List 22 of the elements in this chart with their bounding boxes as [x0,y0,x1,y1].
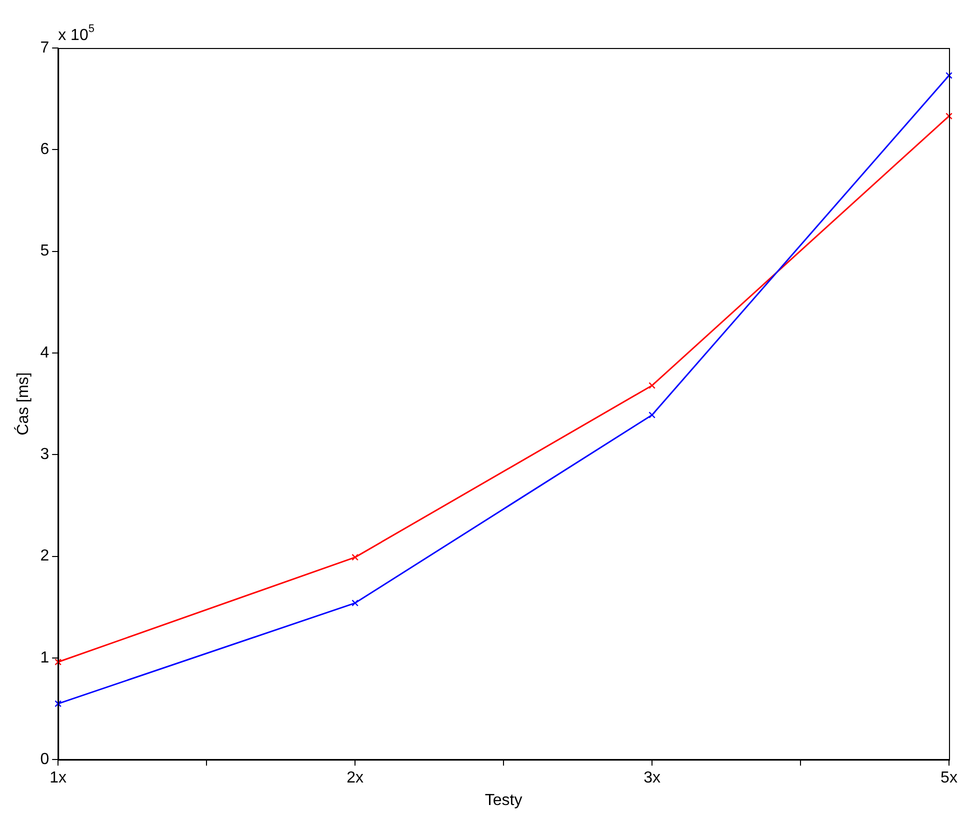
y-tick-label: 0 [40,751,50,768]
x-tick-label: 2x [346,770,364,787]
point [946,72,952,79]
x-axis-title: Testy [484,792,522,809]
point [54,658,62,666]
point [352,600,358,606]
x-tick-label: 5x [940,770,958,787]
y-tick-label: 7 [40,39,50,56]
point [648,412,656,418]
y-tick-label: 5 [40,242,50,260]
y-axis-title: Ćas [ms] [14,372,32,436]
y-tick-label: 6 [40,141,50,158]
y-tick-label: 1 [40,649,50,666]
point [648,382,656,389]
y-tick-label: 2 [40,548,50,565]
x-tick-label: 3x [644,770,660,787]
y-tick-label: 3 [40,446,50,464]
point [54,700,62,708]
x-tick-label: 1x [50,770,67,787]
point [352,554,358,561]
point [946,112,952,120]
y-tick-label: 4 [40,344,50,362]
